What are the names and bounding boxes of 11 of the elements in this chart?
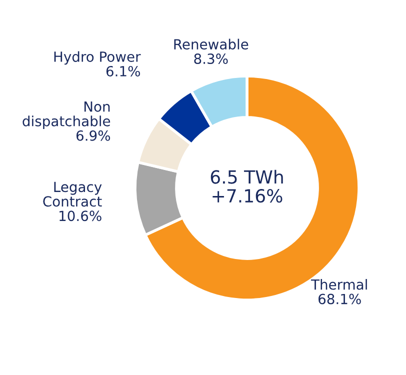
slice-label: Non dispatchable (22, 102, 110, 130)
slice-label: Thermal (310, 279, 367, 290)
data-label: 6.9% (76, 130, 110, 141)
slice-label: Renewable (174, 38, 248, 50)
data-label: 10.6% (60, 210, 102, 222)
data-label: 6.1% (106, 66, 140, 76)
data-label: 8.3% (194, 54, 228, 64)
data-label: 68.1% (318, 294, 361, 304)
slice-label: Legacy Contract (43, 182, 102, 207)
slice-label: Hydro Power (54, 51, 141, 65)
text: 6.5 TWh +7.16% (210, 170, 283, 203)
